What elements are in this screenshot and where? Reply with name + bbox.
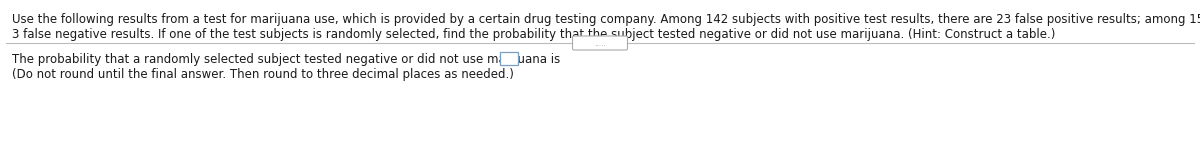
FancyBboxPatch shape bbox=[572, 36, 628, 50]
Text: (Do not round until the final answer. Then round to three decimal places as need: (Do not round until the final answer. Th… bbox=[12, 68, 514, 81]
Text: .....: ..... bbox=[594, 38, 606, 47]
Text: Use the following results from a test for marijuana use, which is provided by a : Use the following results from a test fo… bbox=[12, 13, 1200, 26]
Text: The probability that a randomly selected subject tested negative or did not use : The probability that a randomly selected… bbox=[12, 53, 560, 66]
FancyBboxPatch shape bbox=[500, 52, 518, 65]
Text: 3 false negative results. If one of the test subjects is randomly selected, find: 3 false negative results. If one of the … bbox=[12, 28, 1055, 41]
